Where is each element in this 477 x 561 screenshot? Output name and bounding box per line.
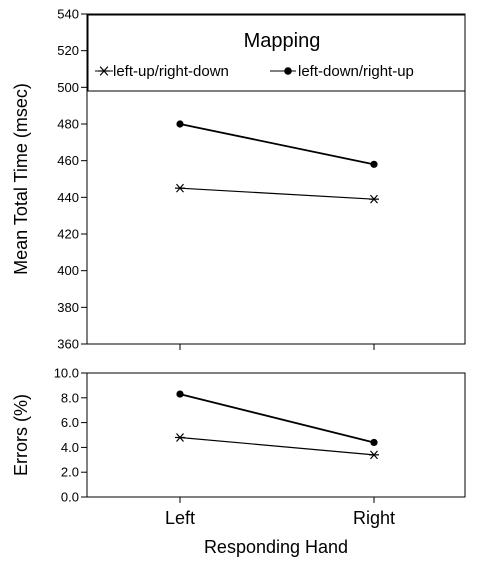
- errors-y-tick-label: 0.0: [61, 490, 79, 505]
- time-y-tick-label: 400: [57, 263, 79, 278]
- time-y-tick-label: 380: [57, 300, 79, 315]
- time-y-tick-label: 480: [57, 117, 79, 132]
- errors-y-tick-label: 6.0: [61, 415, 79, 430]
- time-chart-panel: 360 380 400 420 440 460 480 500 520 540 Mean Tota…: [11, 7, 466, 352]
- category-label-right: Right: [353, 508, 395, 528]
- time-y-tick-label: 440: [57, 190, 79, 205]
- filled-circle-icon: [284, 67, 292, 75]
- time-y-tick-label: 500: [57, 80, 79, 95]
- legend-marker-circle: [284, 67, 292, 75]
- errors-y-ticks: 0.0 2.0 4.0 6.0 8.0 10.0: [54, 366, 87, 505]
- time-y-tick-label: 420: [57, 227, 79, 242]
- time-data-point-circle: [370, 160, 378, 168]
- time-series-markers: [175, 120, 379, 204]
- legend-title: Mapping: [244, 30, 321, 52]
- category-labels: Left Right: [165, 508, 395, 528]
- errors-data-point-asterisk: [369, 450, 379, 460]
- errors-data-point-circle: [176, 390, 184, 398]
- time-y-axis-title: Mean Total Time (msec): [11, 83, 31, 275]
- time-y-tick-label: 520: [57, 43, 79, 58]
- legend-label: left-up/right-down: [113, 63, 229, 80]
- errors-chart-panel: 0.0 2.0 4.0 6.0 8.0 10.0 Errors (%) Left Right…: [11, 366, 466, 557]
- time-y-tick-label: 540: [57, 7, 79, 22]
- time-y-tick-label: 460: [57, 153, 79, 168]
- errors-data-point-circle: [370, 438, 378, 447]
- errors-x-ticks: [179, 497, 375, 503]
- errors-series-line-left-up-right-down: [179, 436, 375, 456]
- errors-series-line-left-down-right-up: [179, 393, 375, 444]
- errors-y-tick-label: 2.0: [61, 465, 79, 480]
- x-axis-title: Responding Hand: [204, 537, 348, 557]
- errors-y-tick-label: 8.0: [61, 390, 79, 405]
- legend-box: [87, 14, 466, 92]
- legend: Mapping left-up/right-down left-down/rig…: [87, 14, 466, 92]
- errors-series-lines: [179, 393, 375, 456]
- time-data-point-circle: [176, 120, 184, 128]
- errors-data-point-asterisk: [175, 433, 185, 442]
- time-plot-frame: [86, 13, 466, 345]
- time-y-tick-label: 360: [57, 337, 79, 352]
- errors-y-tick-label: 10.0: [54, 366, 79, 381]
- category-label-left: Left: [165, 508, 195, 528]
- legend-entry-left-down-right-up: left-down/right-up: [270, 63, 414, 80]
- time-data-point-asterisk: [175, 183, 185, 193]
- legend-label: left-down/right-up: [298, 63, 414, 80]
- errors-y-tick-label: 4.0: [61, 440, 79, 455]
- time-y-ticks: 360 380 400 420 440 460 480 500 520 540: [57, 7, 87, 352]
- time-series-line-left-up-right-down: [179, 187, 375, 200]
- errors-plot-frame: [86, 372, 466, 498]
- legend-entry-left-up-right-down: left-up/right-down: [95, 63, 229, 80]
- errors-y-axis-title: Errors (%): [11, 394, 31, 476]
- time-series-line-left-down-right-up: [179, 123, 375, 166]
- errors-series-markers: [175, 390, 379, 460]
- time-x-ticks: [179, 344, 375, 350]
- time-series-lines: [179, 123, 375, 200]
- time-data-point-asterisk: [369, 194, 379, 204]
